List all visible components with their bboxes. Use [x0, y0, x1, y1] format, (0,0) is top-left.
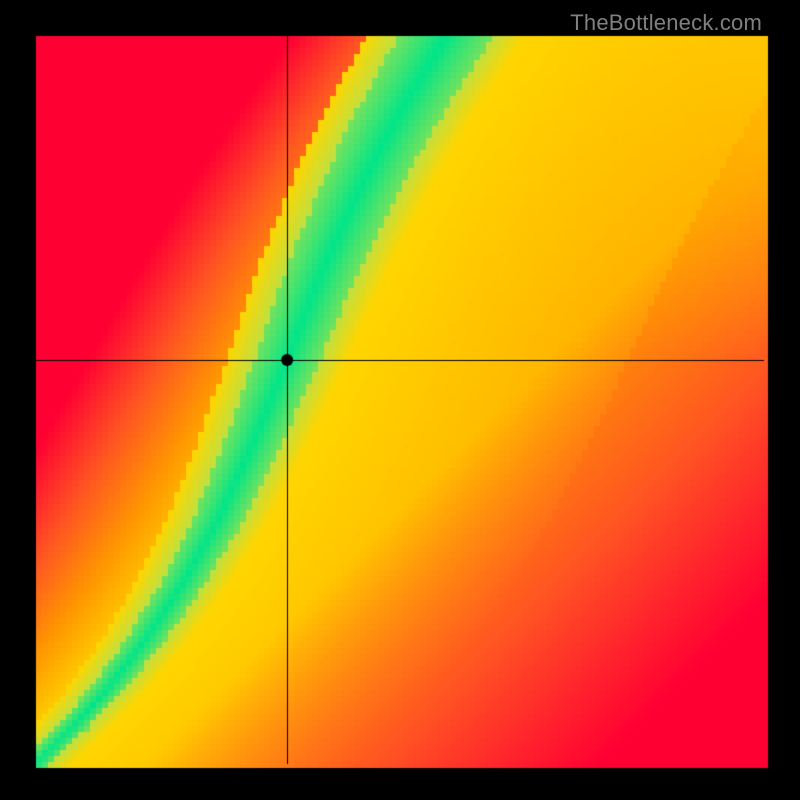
watermark-text: TheBottleneck.com [570, 10, 762, 36]
bottleneck-heatmap [0, 0, 800, 800]
